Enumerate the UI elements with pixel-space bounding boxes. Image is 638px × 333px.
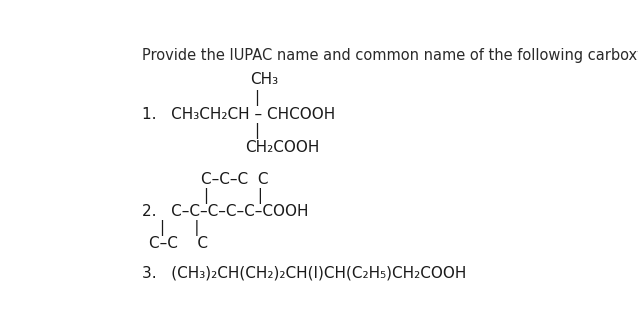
Text: C–C–C  C: C–C–C C	[201, 172, 269, 187]
Text: CH₂COOH: CH₂COOH	[246, 140, 320, 155]
Text: |      |: | |	[160, 220, 200, 236]
Text: Provide the IUPAC name and common name of the following carboxylic acids:: Provide the IUPAC name and common name o…	[142, 48, 638, 63]
Text: |: |	[254, 90, 259, 106]
Text: 3.   (CH₃)₂CH(CH₂)₂CH(I)CH(C₂H₅)CH₂COOH: 3. (CH₃)₂CH(CH₂)₂CH(I)CH(C₂H₅)CH₂COOH	[142, 266, 466, 281]
Text: 2.   C–C–C–C–C–COOH: 2. C–C–C–C–C–COOH	[142, 204, 308, 219]
Text: |          |: | |	[204, 187, 263, 203]
Text: C–C    C: C–C C	[149, 236, 208, 251]
Text: |: |	[254, 123, 259, 139]
Text: CH₃: CH₃	[250, 72, 278, 87]
Text: 1.   CH₃CH₂CH – CHCOOH: 1. CH₃CH₂CH – CHCOOH	[142, 107, 335, 122]
